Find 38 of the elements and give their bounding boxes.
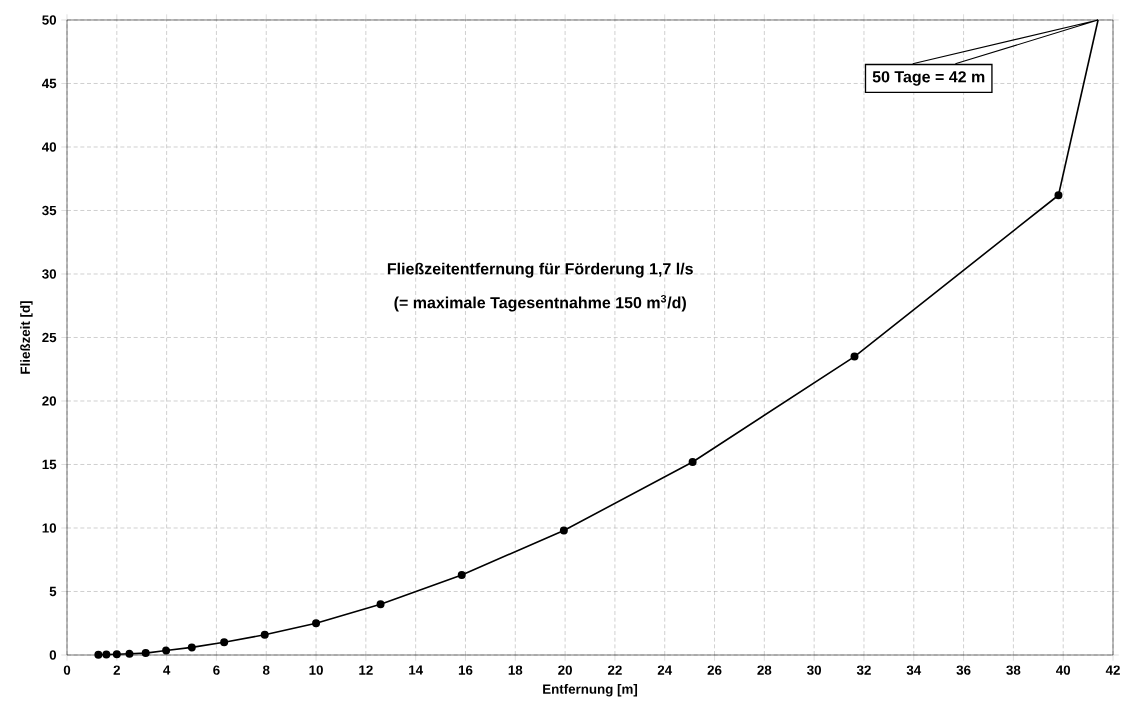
y-axis-title: Fließzeit [d]	[20, 301, 33, 374]
x-tick-label: 38	[1006, 665, 1021, 675]
y-tick-label: 35	[42, 205, 57, 216]
x-tick-label: 0	[63, 665, 71, 675]
y-tick-label: 0	[49, 650, 57, 660]
x-tick-label: 26	[707, 665, 722, 675]
x-tick-label: 36	[956, 665, 971, 675]
x-tick-label: 28	[757, 665, 772, 675]
x-tick-label: 12	[359, 665, 373, 675]
y-tick-label: 25	[42, 332, 57, 343]
x-tick-label: 32	[856, 665, 871, 675]
x-tick-label: 20	[558, 665, 572, 675]
y-tick-label: 10	[42, 523, 57, 533]
x-tick-label: 40	[1055, 665, 1071, 675]
y-tick-label: 45	[41, 78, 57, 89]
annotation: 50 Tage = 42 m	[872, 71, 985, 86]
x-tick-label: 2	[113, 665, 120, 675]
x-tick-label: 10	[309, 665, 323, 675]
x-tick-label: 4	[163, 665, 171, 675]
y-tick-label: 30	[42, 269, 57, 279]
x-tick-label: 14	[409, 665, 424, 675]
x-tick-label: 8	[262, 665, 270, 675]
x-tick-label: 18	[508, 665, 523, 675]
x-tick-label: 30	[807, 665, 822, 675]
x-tick-label: 42	[1105, 665, 1120, 675]
y-tick-label: 15	[42, 459, 57, 470]
annotation: (= maximale Tagesentnahme 150 m$^{3}$/d)	[394, 294, 686, 312]
x-tick-label: 34	[906, 665, 922, 675]
y-tick-label: 40	[41, 142, 57, 152]
x-tick-label: 24	[657, 665, 673, 675]
x-tick-label: 22	[607, 665, 622, 675]
y-tick-label: 5	[49, 586, 57, 597]
y-tick-label: 20	[42, 396, 57, 406]
x-tick-label: 6	[213, 665, 220, 675]
x-axis-title: Entfernung [m]	[543, 684, 638, 697]
y-tick-label: 50	[42, 15, 57, 25]
annotation: Fließzeitentfernung für Förderung 1,7 l/s	[387, 262, 693, 278]
x-tick-label: 16	[458, 665, 473, 675]
